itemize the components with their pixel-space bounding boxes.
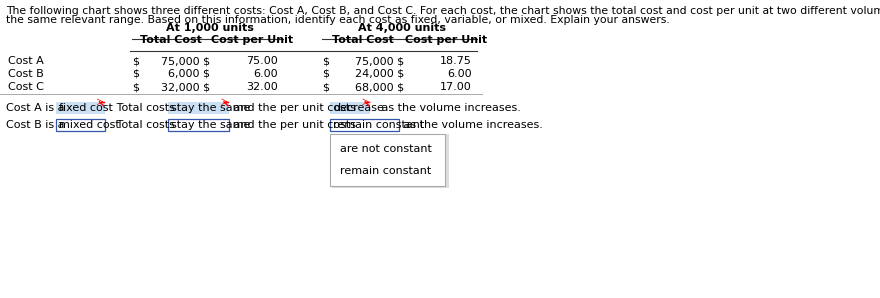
Text: are not constant: are not constant xyxy=(340,144,432,153)
Bar xyxy=(330,134,445,186)
Text: 18.75: 18.75 xyxy=(440,56,472,66)
Text: 68,000 $: 68,000 $ xyxy=(355,82,404,92)
Text: 6.00: 6.00 xyxy=(253,69,278,79)
Text: decrease: decrease xyxy=(334,103,385,113)
Text: as the volume increases.: as the volume increases. xyxy=(400,120,543,130)
Text: mixed cost: mixed cost xyxy=(60,120,121,130)
Text: the same relevant range. Based on this information, identify each cost as fixed,: the same relevant range. Based on this i… xyxy=(6,15,670,25)
Text: $: $ xyxy=(132,69,139,79)
Text: At 4,000 units: At 4,000 units xyxy=(358,23,446,33)
Text: 6.00: 6.00 xyxy=(447,69,472,79)
Text: $: $ xyxy=(132,56,139,66)
Text: fixed cost: fixed cost xyxy=(60,103,114,113)
Bar xyxy=(56,119,105,131)
Text: 24,000 $: 24,000 $ xyxy=(355,69,404,79)
Text: 75.00: 75.00 xyxy=(246,56,278,66)
Text: Total Cost: Total Cost xyxy=(140,35,202,45)
Text: Cost per Unit: Cost per Unit xyxy=(405,35,487,45)
Text: . Total costs: . Total costs xyxy=(106,103,178,113)
Text: At 1,000 units: At 1,000 units xyxy=(166,23,254,33)
Text: remain constant: remain constant xyxy=(340,167,431,176)
Text: $: $ xyxy=(132,82,139,92)
Text: $: $ xyxy=(322,56,329,66)
Text: Cost B: Cost B xyxy=(8,69,44,79)
Text: Cost C: Cost C xyxy=(8,82,44,92)
Text: 75,000 $: 75,000 $ xyxy=(355,56,404,66)
Text: 17.00: 17.00 xyxy=(440,82,472,92)
Text: as the volume increases.: as the volume increases. xyxy=(371,103,521,113)
Text: stay the same: stay the same xyxy=(172,120,251,130)
Text: The following chart shows three different costs: Cost A, Cost B, and Cost C. For: The following chart shows three differen… xyxy=(6,6,880,16)
Text: 75,000 $: 75,000 $ xyxy=(161,56,210,66)
Bar xyxy=(56,102,105,114)
Text: $: $ xyxy=(322,82,329,92)
Text: and the per unit costs: and the per unit costs xyxy=(230,120,360,130)
Bar xyxy=(330,102,370,114)
Text: 6,000 $: 6,000 $ xyxy=(168,69,210,79)
Text: Cost A: Cost A xyxy=(8,56,44,66)
Bar xyxy=(168,119,229,131)
Text: Cost A is a: Cost A is a xyxy=(6,103,68,113)
Bar xyxy=(330,119,400,131)
Text: 32,000 $: 32,000 $ xyxy=(161,82,210,92)
Bar xyxy=(168,102,229,114)
Text: $: $ xyxy=(322,69,329,79)
Text: Cost per Unit: Cost per Unit xyxy=(211,35,293,45)
Text: and the per unit costs: and the per unit costs xyxy=(230,103,360,113)
Text: Total Cost: Total Cost xyxy=(332,35,394,45)
Text: . Total costs: . Total costs xyxy=(106,120,178,130)
Text: Cost B is a: Cost B is a xyxy=(6,120,68,130)
Bar xyxy=(332,134,449,188)
Text: stay the same: stay the same xyxy=(172,103,251,113)
Text: remain constant: remain constant xyxy=(334,120,424,130)
Text: 32.00: 32.00 xyxy=(246,82,278,92)
